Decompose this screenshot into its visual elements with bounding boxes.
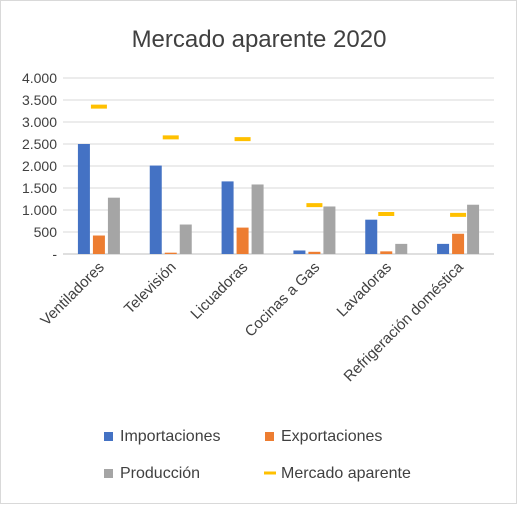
y-tick-label: 2.500 (22, 136, 57, 152)
x-tick-label-refrigeracion-domestica: Refrigeración doméstica (341, 258, 468, 385)
x-axis-category-labels: Ventiladores Televisión LicuadorasCocinas … (37, 258, 467, 385)
legend: Importaciones Exportaciones Producción Merc… (104, 428, 411, 482)
bar-exportaciones-television (164, 252, 177, 254)
x-tick-label-television: Televisión (121, 259, 180, 318)
chart-title: Mercado aparente 2020 (132, 26, 387, 53)
y-tick-label: 3.500 (22, 92, 57, 108)
x-tick-label-cocinas-a-gas: Cocinas a Gas (242, 259, 324, 341)
bar-produccion-lavadoras (395, 243, 408, 254)
y-tick-label: 500 (34, 224, 58, 240)
x-tick-label-licuadoras: Licuadoras (187, 259, 251, 323)
gridlines (63, 77, 494, 255)
bar-produccion-ventiladores (107, 197, 120, 254)
y-tick-label: 3.000 (22, 114, 57, 130)
legend-label: Mercado aparente (281, 465, 411, 482)
bars (77, 144, 480, 254)
y-tick-label: 1.500 (22, 180, 57, 196)
y-tick-label: - (52, 246, 57, 262)
x-tick-label-ventiladores: Ventiladores (37, 259, 107, 329)
y-tick-label: 2.000 (22, 158, 57, 174)
y-tick-label: 1.000 (22, 202, 57, 218)
legend-item-mercado-aparente: Mercado aparente (264, 465, 411, 482)
mercado-aparente-markers (90, 104, 467, 217)
bar-exportaciones-licuadoras (236, 227, 249, 254)
legend-swatch (104, 432, 113, 441)
bar-produccion-licuadoras (251, 184, 264, 254)
bar-importaciones-cocinas-a-gas (293, 250, 306, 254)
x-tick-label-lavadoras: Lavadoras (334, 259, 396, 321)
bar-importaciones-ventiladores (77, 144, 90, 254)
legend-item-importaciones: Importaciones (104, 428, 221, 445)
y-tick-label: 4.000 (22, 70, 57, 86)
y-axis-tick-labels: - 500 1.000 1.500 2.000 2.500 3.000 3.500 4.000 (22, 70, 57, 262)
legend-label: Importaciones (120, 428, 221, 445)
legend-label: Exportaciones (281, 428, 382, 445)
bar-importaciones-refrigeracion-domestica (437, 243, 450, 254)
bar-importaciones-television (149, 165, 162, 254)
bar-importaciones-licuadoras (221, 181, 234, 254)
bar-produccion-refrigeracion-domestica (467, 204, 480, 254)
legend-item-produccion: Producción (104, 465, 200, 482)
bar-importaciones-lavadoras (365, 219, 378, 254)
bar-exportaciones-refrigeracion-domestica (452, 233, 465, 254)
legend-label: Producción (120, 465, 200, 482)
bar-produccion-television (179, 224, 192, 254)
legend-item-exportaciones: Exportaciones (265, 428, 382, 445)
bar-produccion-cocinas-a-gas (323, 206, 336, 254)
legend-swatch (104, 469, 113, 478)
legend-swatch (265, 432, 274, 441)
bar-exportaciones-ventiladores (92, 235, 105, 254)
bar-exportaciones-lavadoras (380, 251, 393, 254)
bar-exportaciones-cocinas-a-gas (308, 251, 321, 254)
